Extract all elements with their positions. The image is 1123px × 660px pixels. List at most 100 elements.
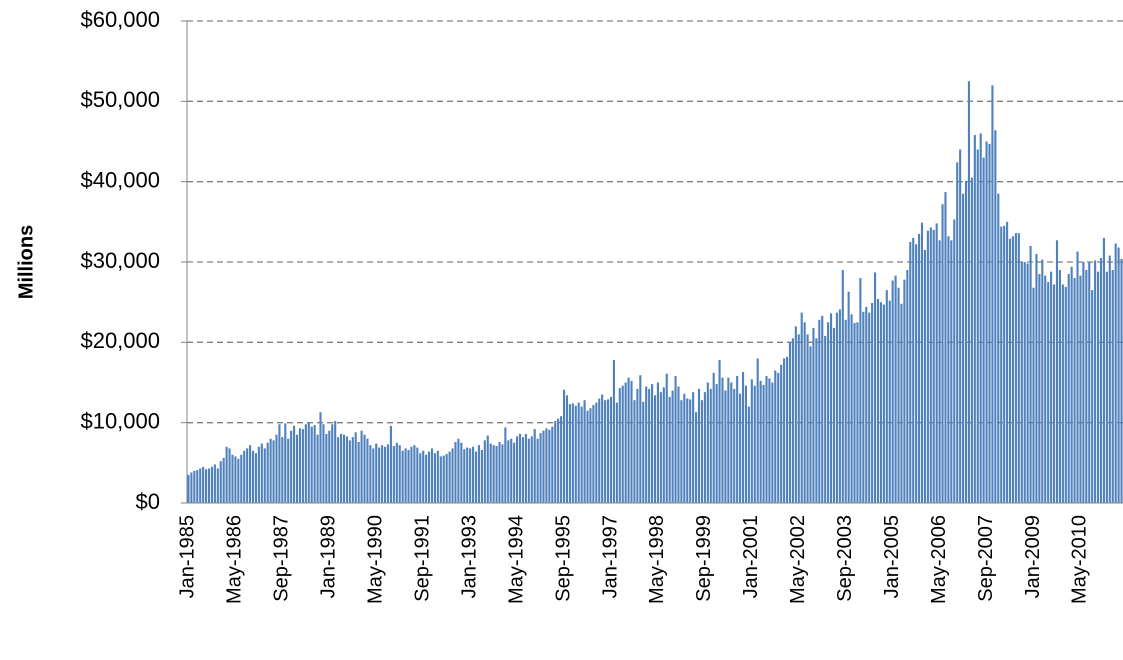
bar bbox=[844, 319, 847, 503]
bar bbox=[533, 429, 536, 503]
bar bbox=[249, 445, 252, 503]
bar bbox=[683, 393, 686, 503]
bar bbox=[577, 402, 580, 503]
x-tick-label: Sep-2007 bbox=[975, 515, 997, 602]
bar bbox=[234, 456, 237, 503]
bar bbox=[882, 304, 885, 503]
bar bbox=[1079, 275, 1082, 503]
y-tick-label: $50,000 bbox=[80, 87, 160, 112]
bar bbox=[953, 219, 956, 503]
bar bbox=[909, 241, 912, 503]
bar bbox=[771, 382, 774, 503]
bar bbox=[1097, 271, 1100, 503]
bar bbox=[301, 429, 304, 503]
y-tick-label: $60,000 bbox=[80, 7, 160, 32]
bar bbox=[219, 461, 222, 503]
bar bbox=[900, 303, 903, 503]
bar bbox=[994, 130, 997, 503]
x-tick-label: Sep-1995 bbox=[552, 515, 574, 602]
bar bbox=[257, 446, 260, 503]
bar bbox=[557, 418, 560, 503]
bar bbox=[791, 338, 794, 503]
bar bbox=[1026, 263, 1029, 503]
bar bbox=[920, 222, 924, 504]
bar bbox=[651, 384, 654, 503]
bar bbox=[645, 386, 648, 503]
bar bbox=[759, 380, 762, 503]
bar bbox=[653, 395, 657, 503]
bar bbox=[906, 270, 909, 503]
bar bbox=[739, 393, 742, 503]
x-tick-label: May-2010 bbox=[1069, 515, 1091, 604]
bar bbox=[648, 388, 651, 503]
bar bbox=[979, 133, 982, 503]
bar bbox=[918, 233, 921, 503]
x-tick-label: May-2002 bbox=[787, 515, 809, 604]
bar bbox=[612, 360, 615, 503]
bar bbox=[436, 450, 439, 503]
bar bbox=[829, 313, 833, 503]
bar bbox=[730, 382, 733, 503]
bar bbox=[410, 446, 413, 503]
bar bbox=[1085, 270, 1088, 503]
bar bbox=[885, 290, 888, 503]
bar bbox=[618, 388, 621, 503]
bar bbox=[1064, 286, 1067, 503]
bar bbox=[988, 143, 991, 503]
bar bbox=[718, 360, 721, 503]
bar bbox=[1006, 221, 1009, 504]
bar bbox=[463, 449, 466, 503]
bar bbox=[821, 315, 824, 503]
bar bbox=[316, 434, 319, 503]
bar bbox=[847, 291, 850, 503]
bar bbox=[1082, 262, 1085, 503]
bar bbox=[736, 376, 739, 503]
bar bbox=[609, 396, 613, 503]
bar bbox=[354, 432, 357, 503]
bar bbox=[477, 445, 481, 503]
bar bbox=[448, 451, 451, 503]
y-tick-label: $20,000 bbox=[80, 328, 160, 353]
bar bbox=[240, 454, 243, 503]
bar bbox=[207, 468, 211, 503]
bar bbox=[228, 448, 231, 503]
bar bbox=[398, 445, 401, 503]
bar bbox=[454, 441, 457, 503]
bar bbox=[1000, 226, 1003, 504]
bar bbox=[1102, 237, 1105, 503]
bar bbox=[331, 424, 334, 503]
x-tick-label: Jan-1997 bbox=[599, 515, 621, 598]
bar bbox=[225, 446, 228, 503]
bar bbox=[469, 448, 472, 503]
bar bbox=[504, 427, 507, 503]
bar bbox=[1035, 253, 1038, 503]
bar bbox=[430, 448, 434, 503]
bar bbox=[339, 433, 343, 503]
bar bbox=[686, 398, 689, 503]
bar bbox=[457, 438, 460, 503]
bar bbox=[630, 380, 633, 503]
bar bbox=[1058, 270, 1061, 503]
bar bbox=[574, 405, 577, 503]
bar bbox=[216, 468, 219, 503]
bar bbox=[695, 412, 698, 503]
bar bbox=[703, 392, 706, 503]
bar bbox=[982, 157, 985, 504]
bar bbox=[950, 240, 953, 503]
bar bbox=[445, 453, 448, 503]
bar bbox=[539, 433, 542, 503]
bar bbox=[1117, 247, 1120, 503]
y-axis-title: Millions bbox=[15, 225, 37, 299]
bar bbox=[750, 379, 753, 503]
bar bbox=[639, 375, 642, 503]
bar bbox=[389, 425, 392, 503]
bar bbox=[812, 327, 815, 503]
bar bbox=[1008, 238, 1012, 503]
bar bbox=[768, 378, 771, 503]
bar bbox=[439, 456, 442, 503]
bar bbox=[251, 450, 255, 503]
bar bbox=[868, 312, 871, 503]
bar bbox=[222, 458, 225, 503]
bar bbox=[480, 449, 483, 503]
bar bbox=[827, 322, 830, 503]
